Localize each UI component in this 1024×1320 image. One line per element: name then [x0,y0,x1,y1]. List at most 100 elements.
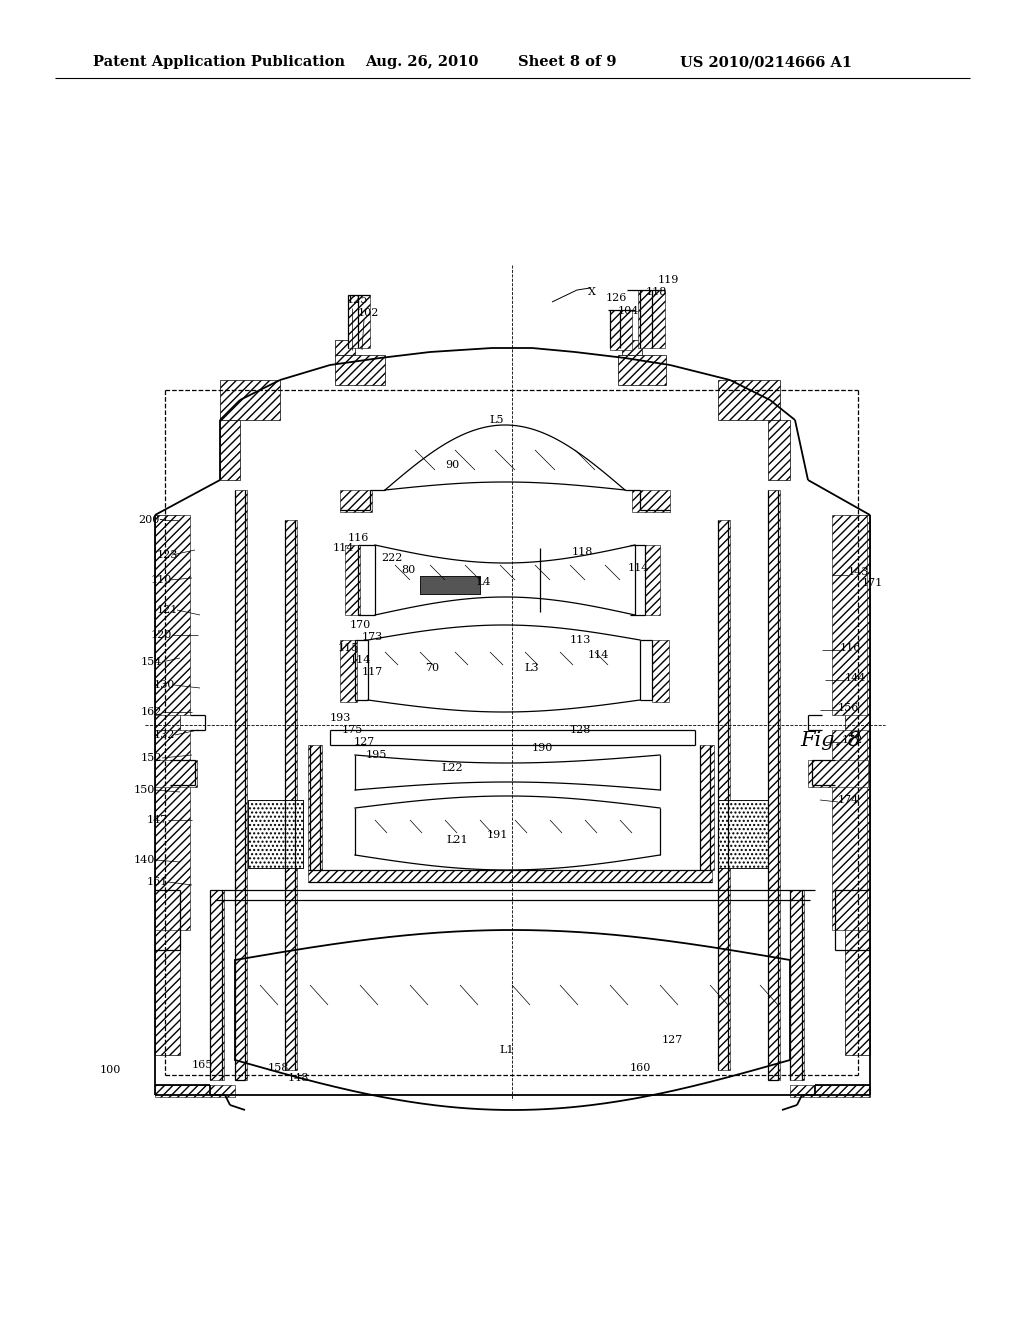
Text: Fig. 8: Fig. 8 [800,730,861,750]
Text: 140: 140 [133,855,155,865]
Bar [248,800,303,869]
Text: 126: 126 [605,293,627,304]
Bar [808,760,868,787]
Text: Aug. 26, 2010: Aug. 26, 2010 [365,55,478,69]
Text: 143: 143 [848,568,869,577]
Text: Patent Application Publication: Patent Application Publication [93,55,345,69]
Bar [831,730,867,931]
Bar [718,800,768,869]
Text: 150: 150 [133,785,155,795]
Bar [155,515,180,1055]
Text: 114: 114 [349,655,371,665]
Bar [155,760,197,787]
Text: 222: 222 [381,553,402,564]
Bar [155,730,190,931]
Text: 162: 162 [140,708,162,717]
Text: 116: 116 [347,533,369,543]
Text: 127: 127 [353,737,375,747]
Bar [220,420,240,480]
Bar [420,576,480,594]
Bar [768,420,790,480]
Bar [340,640,357,702]
Text: 147: 147 [146,814,168,825]
Bar [718,800,768,869]
Text: 175: 175 [341,725,362,735]
Bar [618,355,666,385]
Bar [420,576,480,594]
Text: 123: 123 [157,550,178,560]
Bar [335,355,385,385]
Text: 118: 118 [645,286,667,297]
Bar [718,520,730,1071]
Text: 200-: 200- [138,515,163,525]
Text: 118: 118 [571,546,593,557]
Bar [308,870,712,882]
Text: 152: 152 [140,752,162,763]
Text: L3: L3 [524,663,540,673]
Text: 160: 160 [630,1063,650,1073]
Text: 195: 195 [366,750,387,760]
Bar [645,545,660,615]
Bar [622,341,642,355]
Text: 114: 114 [333,543,353,553]
Text: 115: 115 [337,643,358,653]
Text: 125: 125 [346,294,368,305]
Text: 161: 161 [146,876,168,887]
Text: L1: L1 [500,1045,514,1055]
Bar [632,490,670,512]
Text: 114: 114 [628,564,648,573]
Text: 102: 102 [357,308,379,318]
Text: L5: L5 [489,414,504,425]
Bar [790,1085,870,1097]
Text: 165: 165 [191,1060,213,1071]
Text: 191: 191 [486,830,508,840]
Text: 170: 170 [349,620,371,630]
Bar [285,520,297,1071]
Text: 117: 117 [361,667,383,677]
Text: L4: L4 [477,577,492,587]
Text: 156: 156 [838,704,859,713]
Text: 132: 132 [154,730,175,741]
Bar [335,341,355,355]
Bar [638,290,665,348]
Text: 114: 114 [588,649,608,660]
Bar [348,294,370,348]
Text: 171: 171 [862,578,884,587]
Text: 174: 174 [838,795,859,805]
Text: Sheet 8 of 9: Sheet 8 of 9 [518,55,616,69]
Text: 121: 121 [157,605,178,615]
Text: 130: 130 [154,680,175,690]
Bar [345,545,360,615]
Text: 113: 113 [569,635,591,645]
Text: 154: 154 [140,657,162,667]
Bar [700,744,714,870]
Text: 80: 80 [400,565,415,576]
Bar [340,490,372,512]
Text: 100: 100 [100,1065,122,1074]
Bar [652,640,669,702]
Text: L22: L22 [441,763,463,774]
Text: X: X [588,286,596,297]
Bar [718,380,780,420]
Text: 190: 190 [531,743,553,752]
Bar [248,800,303,869]
Text: 173: 173 [361,632,383,642]
Bar [790,890,804,1080]
Bar [308,744,322,870]
Text: 193: 193 [330,713,350,723]
Text: L21: L21 [446,836,468,845]
Bar [845,515,870,1055]
Text: 148: 148 [288,1073,308,1082]
Text: 116: 116 [840,643,861,653]
Bar [610,310,632,350]
Bar [155,515,190,715]
Text: 70: 70 [425,663,439,673]
Text: 128: 128 [569,725,591,735]
Text: 90: 90 [444,459,459,470]
Text: 127: 127 [662,1035,683,1045]
Text: 158: 158 [267,1063,289,1073]
Bar [831,515,867,715]
Text: 104: 104 [617,306,639,315]
Text: 172: 172 [842,735,863,744]
Text: US 2010/0214666 A1: US 2010/0214666 A1 [680,55,852,69]
